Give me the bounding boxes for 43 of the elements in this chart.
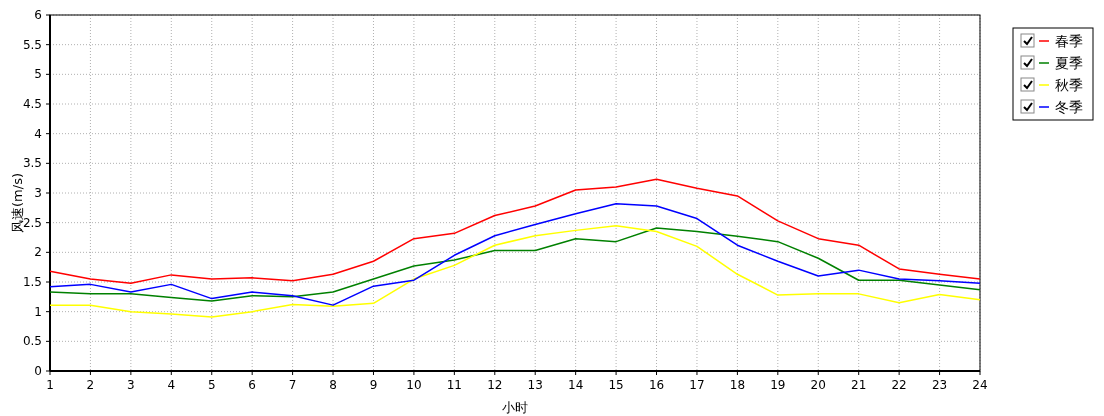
- xtick: 12: [487, 378, 503, 392]
- xtick: 1: [46, 378, 54, 392]
- xtick: 13: [527, 378, 543, 392]
- xtick: 24: [972, 378, 988, 392]
- xtick: 7: [288, 378, 297, 392]
- legend-label: 春季: [1055, 33, 1083, 49]
- xtick: 3: [127, 378, 135, 392]
- xtick: 16: [648, 378, 665, 392]
- xtick: 17: [689, 378, 705, 392]
- xtick: 11: [446, 378, 462, 392]
- ytick: 4.5: [22, 97, 42, 111]
- xtick: 14: [568, 378, 584, 392]
- ytick: 5: [34, 67, 42, 82]
- ytick: 3.5: [22, 156, 42, 171]
- xtick: 20: [810, 378, 826, 392]
- xlabel: 小时: [502, 400, 528, 415]
- ytick: 4: [34, 126, 42, 141]
- xtick: 8: [329, 378, 337, 392]
- xtick: 15: [608, 378, 624, 392]
- ytick: 5.5: [22, 37, 42, 52]
- legend-label: 秋季: [1055, 77, 1083, 93]
- ytick: 6: [34, 8, 42, 22]
- xtick: 23: [931, 378, 948, 392]
- xtick: 22: [891, 378, 907, 392]
- ytick: 3: [34, 186, 42, 200]
- ytick: 1.5: [22, 275, 42, 289]
- legend-label: 夏季: [1055, 55, 1083, 71]
- ytick: 1: [34, 304, 42, 319]
- xtick: 19: [770, 378, 786, 392]
- xtick: 10: [406, 378, 422, 392]
- xtick: 4: [167, 378, 176, 392]
- ytick: 0.5: [22, 334, 42, 349]
- xtick: 21: [851, 378, 867, 392]
- xtick: 9: [369, 378, 378, 392]
- xtick: 5: [207, 378, 216, 392]
- ytick: 2: [34, 245, 42, 260]
- xtick: 2: [86, 378, 95, 392]
- legend-label: 冬季: [1055, 99, 1083, 115]
- ytick: 2.5: [22, 215, 42, 230]
- xtick: 6: [248, 378, 256, 392]
- ylabel: 风速(m/s): [10, 173, 25, 233]
- xtick: 18: [729, 378, 746, 392]
- ytick: 0: [34, 364, 42, 378]
